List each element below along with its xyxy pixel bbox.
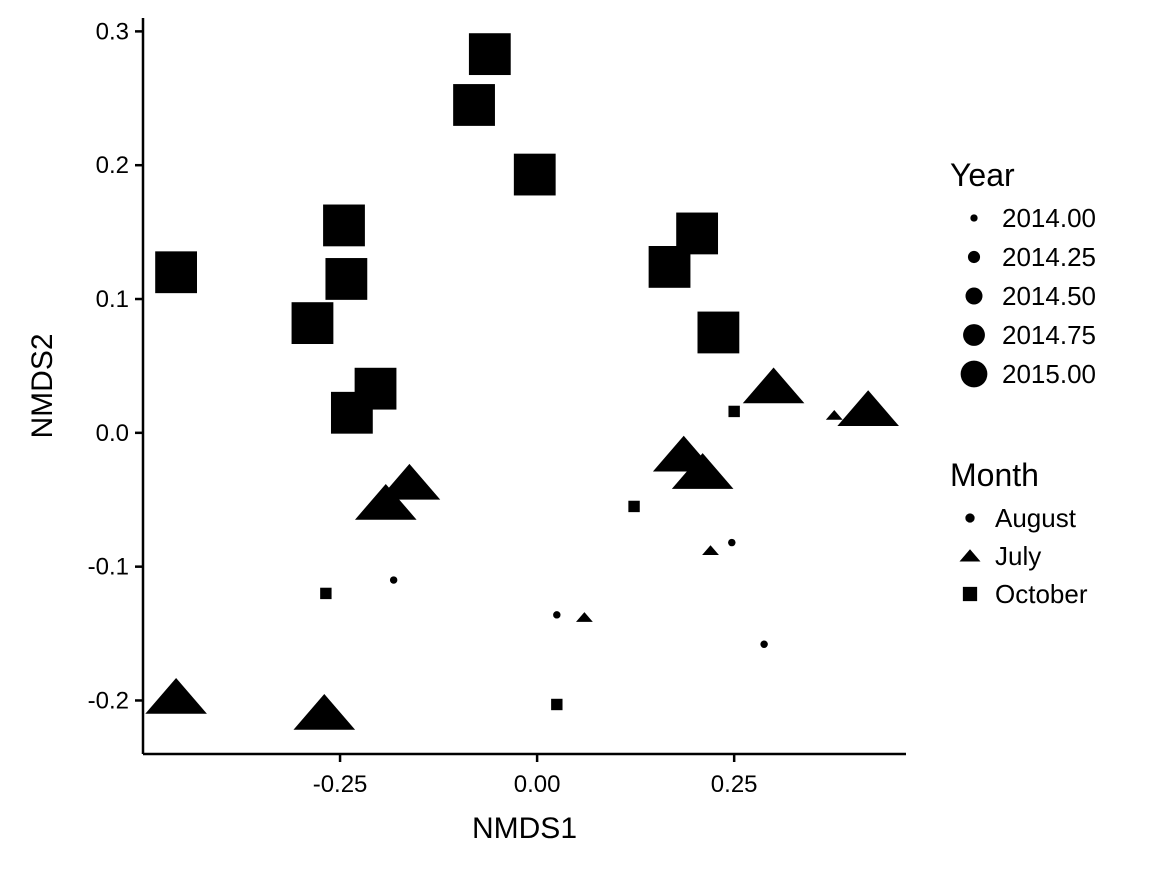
legend-month: Month August July October bbox=[950, 457, 1088, 609]
x-tick-label: 0.00 bbox=[514, 771, 561, 798]
data-point-august bbox=[553, 611, 561, 619]
legend-month-key-august bbox=[965, 513, 975, 523]
data-point-july bbox=[671, 453, 734, 489]
x-tick-label: 0.25 bbox=[711, 771, 758, 798]
legend-year-label: 2014.00 bbox=[1002, 203, 1096, 233]
data-point-july bbox=[702, 545, 719, 555]
data-point-october bbox=[325, 258, 368, 300]
data-point-july bbox=[825, 410, 843, 420]
data-point-october bbox=[155, 251, 198, 294]
x-tick-label: -0.25 bbox=[313, 771, 368, 798]
data-point-october bbox=[628, 500, 640, 513]
legend-month-key-october bbox=[962, 586, 978, 602]
legend-month-title: Month bbox=[950, 457, 1039, 493]
data-point-october bbox=[468, 33, 511, 76]
data-point-july bbox=[837, 390, 899, 427]
data-point-july bbox=[354, 483, 417, 520]
legend-year-key bbox=[965, 287, 983, 305]
data-point-october bbox=[453, 84, 495, 126]
legend-year-key bbox=[960, 360, 988, 388]
x-axis-ticks: -0.25 0.00 0.25 bbox=[313, 754, 758, 798]
data-point-october bbox=[320, 587, 332, 600]
data-point-july bbox=[145, 677, 207, 714]
legend-year-key bbox=[967, 250, 981, 264]
data-point-october bbox=[676, 212, 719, 255]
data-point-october bbox=[323, 204, 365, 247]
legend-month-label: August bbox=[995, 503, 1077, 533]
legend-year-label: 2015.00 bbox=[1002, 359, 1096, 389]
y-axis-title: NMDS2 bbox=[26, 333, 59, 438]
legend-year-key bbox=[963, 324, 985, 346]
y-tick-label: -0.2 bbox=[88, 687, 129, 714]
data-point-october bbox=[291, 302, 334, 345]
data-point-july bbox=[742, 367, 805, 404]
data-point-october bbox=[551, 698, 563, 711]
axes: -0.25 0.00 0.25 -0.2 -0.1 0.0 0.1 0.2 0.3 NMDS1… bbox=[26, 18, 906, 845]
y-tick-label: 0.2 bbox=[96, 152, 129, 179]
legend-month-label: October bbox=[995, 579, 1088, 609]
x-axis-title: NMDS1 bbox=[472, 812, 577, 845]
legend-year: Year 2014.00 2014.25 2014.50 2014.75 2015.00 bbox=[950, 157, 1096, 389]
y-tick-label: 0.0 bbox=[96, 420, 129, 447]
data-point-october bbox=[728, 405, 740, 418]
data-point-october bbox=[330, 391, 373, 434]
legend-month-key-july bbox=[959, 549, 981, 562]
data-point-october bbox=[697, 311, 740, 354]
data-point-july bbox=[293, 694, 356, 730]
y-tick-label: 0.3 bbox=[96, 18, 129, 45]
legend-year-title: Year bbox=[950, 157, 1015, 193]
data-point-august bbox=[728, 538, 736, 547]
y-tick-label: -0.1 bbox=[88, 554, 129, 581]
legend-year-key bbox=[970, 214, 978, 222]
legend-year-label: 2014.50 bbox=[1002, 281, 1096, 311]
data-point-august bbox=[760, 640, 768, 648]
data-points bbox=[145, 33, 899, 730]
data-point-july bbox=[576, 612, 593, 622]
legend-month-label: July bbox=[995, 541, 1041, 571]
legend-year-label: 2014.75 bbox=[1002, 320, 1096, 350]
data-point-august bbox=[389, 576, 398, 584]
data-point-july bbox=[378, 463, 441, 500]
y-axis-ticks: -0.2 -0.1 0.0 0.1 0.2 0.3 bbox=[88, 18, 143, 714]
data-point-october bbox=[513, 153, 556, 196]
legend-year-label: 2014.25 bbox=[1002, 242, 1096, 272]
y-tick-label: 0.1 bbox=[96, 286, 129, 313]
